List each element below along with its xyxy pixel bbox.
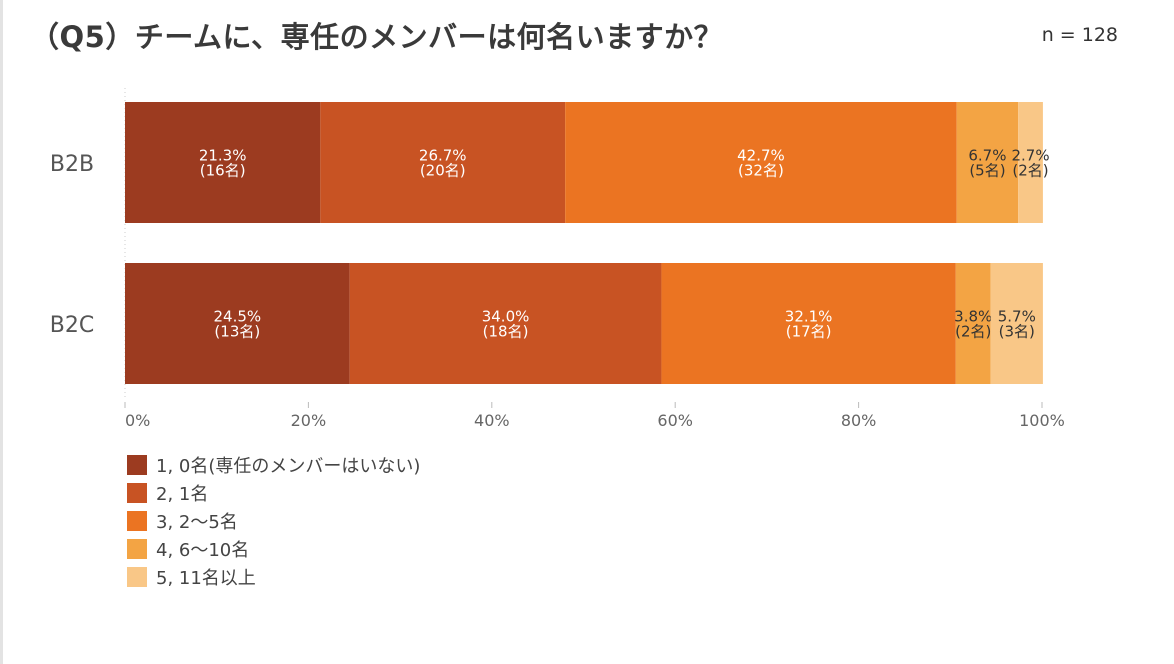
- legend-label: 1, 0名(専任のメンバーはいない): [156, 456, 421, 477]
- data-label-b2b-2: 26.7%: [419, 147, 467, 165]
- x-tick-label-0: 0%: [125, 411, 150, 430]
- legend-swatch: [127, 455, 147, 475]
- data-label-b2b-4: 6.7%: [968, 147, 1006, 165]
- data-label-b2b-3: 42.7%: [737, 147, 785, 165]
- sample-size-label: n = 128: [1041, 24, 1118, 46]
- legend-item: 5, 11名以上: [127, 563, 420, 591]
- x-tick-label-4: 80%: [841, 411, 877, 430]
- count-label-b2b-5: (2名): [1012, 162, 1048, 180]
- count-label-b2b-1: (16名): [200, 162, 246, 180]
- stacked-bar-chart: B2B 21.3%(16名) 26.7%(20名) 42.7%(32名) 6.7%(5名…: [50, 88, 1065, 430]
- legend-label: 5, 11名以上: [156, 568, 256, 589]
- count-label-b2c-5: (3名): [999, 323, 1035, 341]
- data-label-b2c-2: 34.0%: [482, 308, 530, 326]
- bar-segment-b2c-1: [125, 263, 350, 384]
- bar-segment-b2b-4: [956, 102, 1019, 223]
- data-label-b2b-5: 2.7%: [1011, 147, 1049, 165]
- data-label-b2c-4: 3.8%: [954, 308, 992, 326]
- legend-swatch: [127, 567, 147, 587]
- category-label-b2c: B2C: [50, 313, 94, 338]
- legend-swatch: [127, 539, 147, 559]
- count-label-b2c-3: (17名): [786, 323, 832, 341]
- legend-item: 3, 2～5名: [127, 507, 420, 535]
- bar-segment-b2c-5: [990, 263, 1043, 384]
- chart-legend: 1, 0名(専任のメンバーはいない) 2, 1名 3, 2～5名 4, 6～10名 5,…: [127, 451, 420, 591]
- x-tick-label-5: 100%: [1019, 411, 1065, 430]
- count-label-b2b-2: (20名): [420, 162, 466, 180]
- x-tick-label-2: 40%: [474, 411, 510, 430]
- count-label-b2c-2: (18名): [483, 323, 529, 341]
- x-tick-label-3: 60%: [657, 411, 693, 430]
- data-label-b2c-3: 32.1%: [785, 308, 833, 326]
- legend-item: 1, 0名(専任のメンバーはいない): [127, 451, 420, 479]
- legend-label: 3, 2～5名: [156, 512, 238, 533]
- bar-segment-b2c-4: [955, 263, 991, 384]
- bar-segment-b2c-2: [349, 263, 662, 384]
- legend-item: 4, 6～10名: [127, 535, 420, 563]
- bar-segment-b2c-3: [661, 263, 956, 384]
- legend-item: 2, 1名: [127, 479, 420, 507]
- bar-segment-b2b-3: [565, 102, 957, 223]
- legend-swatch: [127, 483, 147, 503]
- chart-title: （Q5）チームに、専任のメンバーは何名いますか？: [30, 20, 724, 54]
- legend-swatch: [127, 511, 147, 531]
- legend-label: 4, 6～10名: [156, 540, 250, 561]
- bar-segment-b2b-2: [320, 102, 566, 223]
- count-label-b2b-3: (32名): [738, 162, 784, 180]
- data-label-b2b-1: 21.3%: [199, 147, 247, 165]
- data-label-b2c-5: 5.7%: [998, 308, 1036, 326]
- category-label-b2b: B2B: [50, 152, 94, 177]
- bar-segment-b2b-1: [125, 102, 321, 223]
- count-label-b2b-4: (5名): [969, 162, 1005, 180]
- frame-edge: [0, 0, 3, 664]
- data-label-b2c-1: 24.5%: [214, 308, 262, 326]
- count-label-b2c-4: (2名): [955, 323, 991, 341]
- bar-segment-b2b-5: [1018, 102, 1043, 223]
- x-tick-label-1: 20%: [291, 411, 327, 430]
- legend-label: 2, 1名: [156, 484, 209, 505]
- count-label-b2c-1: (13名): [214, 323, 260, 341]
